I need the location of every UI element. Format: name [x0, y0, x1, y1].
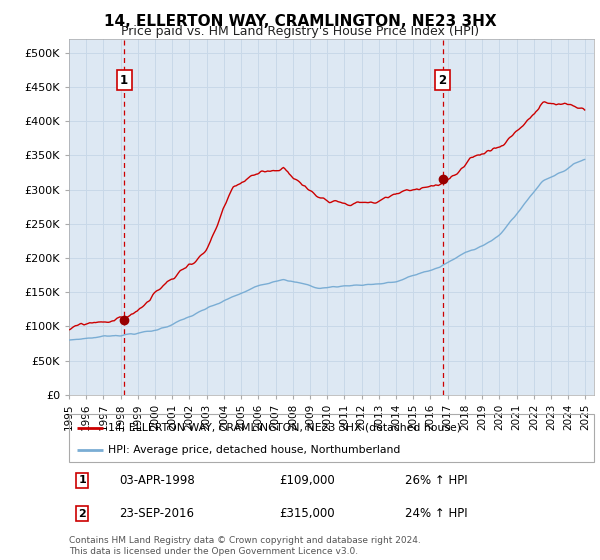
Text: 2: 2 [78, 509, 86, 519]
Text: £109,000: £109,000 [279, 474, 335, 487]
Text: 1: 1 [78, 475, 86, 485]
Text: HPI: Average price, detached house, Northumberland: HPI: Average price, detached house, Nort… [109, 445, 401, 455]
Text: 26% ↑ HPI: 26% ↑ HPI [405, 474, 467, 487]
Text: 2: 2 [439, 73, 447, 87]
Text: Price paid vs. HM Land Registry's House Price Index (HPI): Price paid vs. HM Land Registry's House … [121, 25, 479, 38]
Text: 03-APR-1998: 03-APR-1998 [119, 474, 194, 487]
Text: 23-SEP-2016: 23-SEP-2016 [119, 507, 194, 520]
Text: 1: 1 [120, 73, 128, 87]
Text: Contains HM Land Registry data © Crown copyright and database right 2024.
This d: Contains HM Land Registry data © Crown c… [69, 536, 421, 556]
Text: £315,000: £315,000 [279, 507, 335, 520]
Text: 14, ELLERTON WAY, CRAMLINGTON, NE23 3HX (detached house): 14, ELLERTON WAY, CRAMLINGTON, NE23 3HX … [109, 423, 461, 433]
Text: 14, ELLERTON WAY, CRAMLINGTON, NE23 3HX: 14, ELLERTON WAY, CRAMLINGTON, NE23 3HX [104, 14, 496, 29]
Text: 24% ↑ HPI: 24% ↑ HPI [405, 507, 467, 520]
